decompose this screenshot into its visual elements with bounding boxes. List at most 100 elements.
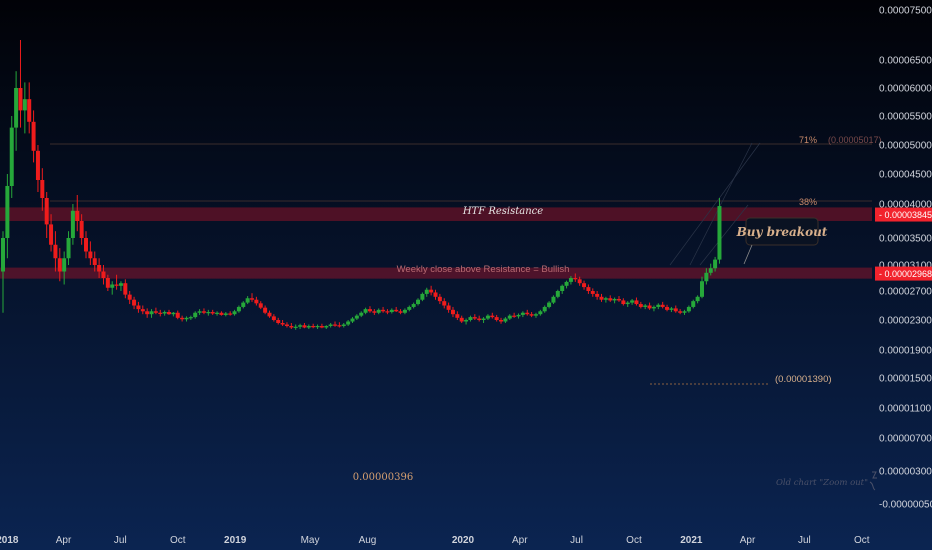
- candle: [512, 312, 517, 318]
- candle-body: [420, 293, 425, 300]
- candle: [477, 315, 482, 322]
- candle: [263, 305, 268, 315]
- candle-body: [385, 311, 390, 313]
- candle-body: [201, 311, 206, 313]
- candle-body: [215, 312, 220, 314]
- candle: [529, 312, 534, 318]
- candle-body: [416, 299, 421, 305]
- candle: [97, 258, 102, 278]
- candle-body: [695, 296, 700, 302]
- resistance-zone-band: [0, 207, 872, 221]
- candle: [49, 214, 54, 252]
- candle: [699, 276, 704, 299]
- candle-body: [31, 121, 36, 151]
- candles: [1, 40, 722, 330]
- low-marker-label: 0.00000396: [353, 472, 413, 483]
- candle: [520, 311, 525, 318]
- candle-body: [27, 99, 32, 122]
- candle-body: [49, 224, 54, 245]
- candle-body: [616, 298, 621, 301]
- candle-body: [424, 289, 429, 294]
- candle: [708, 263, 713, 276]
- candle-body: [381, 309, 386, 312]
- candle-body: [630, 300, 635, 303]
- candle: [682, 309, 687, 315]
- buy-breakout-label: Buy breakout: [736, 225, 828, 239]
- candle: [651, 305, 656, 312]
- fib-fan-line: [669, 142, 761, 266]
- candle: [70, 204, 75, 245]
- y-tick-label: 0.00002700: [879, 287, 932, 298]
- candle-body: [363, 309, 368, 313]
- candle: [245, 296, 250, 305]
- candle: [420, 292, 425, 302]
- candle: [228, 311, 233, 316]
- zoom-out-note: Old chart "Zoom out": [776, 478, 868, 488]
- candle-body: [175, 312, 180, 318]
- candle-body: [477, 318, 482, 320]
- candle: [114, 274, 119, 290]
- candle-body: [464, 320, 469, 322]
- candle-body: [590, 291, 595, 294]
- candle: [53, 231, 58, 272]
- candle: [573, 273, 578, 282]
- candle: [381, 306, 386, 313]
- candle-body: [328, 324, 333, 326]
- candle-body: [442, 301, 447, 306]
- candle-body: [219, 312, 224, 315]
- candle: [638, 301, 643, 309]
- candle: [201, 308, 206, 315]
- candle-body: [612, 298, 617, 301]
- candle-body: [79, 221, 84, 238]
- candle-body: [656, 304, 661, 307]
- candle: [547, 301, 552, 309]
- y-tick-label: 0.00002300: [879, 316, 932, 327]
- candle-body: [651, 306, 656, 309]
- candle: [372, 309, 377, 315]
- x-tick-label: 2020: [452, 535, 475, 546]
- candle: [302, 323, 307, 329]
- candle: [490, 312, 495, 319]
- candle: [656, 303, 661, 310]
- candle-body: [167, 312, 172, 315]
- candle: [1, 231, 5, 313]
- x-tick-label: Aug: [359, 535, 377, 546]
- candle: [568, 276, 573, 285]
- candle-body: [503, 318, 508, 322]
- candle-body: [538, 311, 543, 315]
- candle: [367, 306, 372, 313]
- candle: [149, 309, 154, 318]
- candle: [271, 314, 276, 322]
- candle: [551, 295, 556, 305]
- candle: [525, 309, 530, 316]
- candle: [31, 110, 36, 163]
- candle-body: [341, 324, 346, 326]
- candle: [647, 302, 652, 310]
- candle-body: [127, 294, 132, 300]
- candle-body: [603, 298, 608, 300]
- candle-body: [459, 317, 464, 322]
- candle-body: [402, 309, 407, 313]
- candle-body: [568, 278, 573, 282]
- x-axis: 2018 Apr Jul Oct 2019 May Aug 2020 Apr Jul Oct 2021…: [0, 535, 870, 546]
- candle: [346, 320, 351, 326]
- candle-body: [699, 281, 704, 297]
- candle-body: [647, 305, 652, 309]
- candle-body: [398, 311, 403, 313]
- candle: [472, 314, 477, 320]
- candle-body: [437, 296, 442, 302]
- candle-body: [372, 311, 377, 313]
- fib-levels: [50, 142, 872, 266]
- candle-body: [245, 298, 250, 303]
- candle-body: [140, 309, 145, 312]
- candle-body: [389, 309, 394, 313]
- candle-body: [407, 306, 412, 310]
- x-tick-label: Oct: [170, 535, 186, 546]
- candle: [616, 296, 621, 302]
- candle: [665, 304, 670, 312]
- candle-body: [105, 278, 110, 288]
- candle-body: [206, 312, 211, 314]
- candle-body: [533, 314, 538, 316]
- candle-body: [62, 258, 67, 272]
